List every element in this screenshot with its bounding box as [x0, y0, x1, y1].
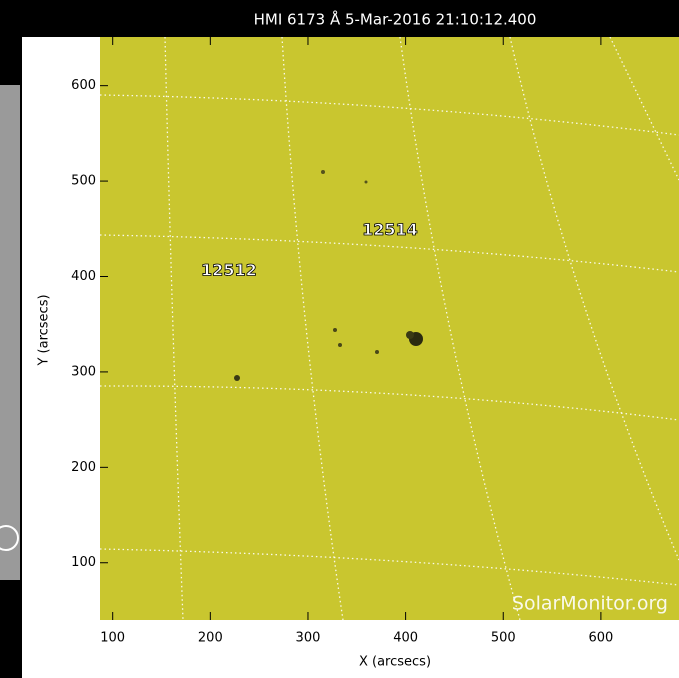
top-band	[0, 0, 679, 37]
x-tick-label: 100	[100, 631, 125, 646]
x-tick-label: 300	[296, 631, 321, 646]
y-tick-label: 100	[71, 555, 96, 570]
y-tick-label: 500	[71, 174, 96, 189]
x-tick-label: 600	[588, 631, 613, 646]
y-axis-label: Y (arcsecs)	[37, 294, 52, 366]
x-axis-label: X (arcsecs)	[359, 655, 431, 670]
watermark: SolarMonitor.org	[512, 593, 668, 615]
sunspots	[234, 170, 423, 381]
y-tick-label: 300	[71, 364, 96, 379]
hmi-image	[100, 37, 679, 620]
coordinate-grid	[100, 37, 679, 620]
y-tick-label: 200	[71, 460, 96, 475]
adjacent-icon	[0, 525, 19, 551]
y-tick-label: 600	[71, 78, 96, 93]
x-tick-label: 500	[491, 631, 516, 646]
region-label: 12514	[362, 220, 418, 239]
x-tick-label: 200	[198, 631, 223, 646]
y-tick-label: 400	[71, 269, 96, 284]
x-tick-label: 400	[393, 631, 418, 646]
region-label: 12512	[201, 260, 257, 279]
adjacent-image	[0, 85, 20, 580]
title: HMI 6173 Å 5-Mar-2016 21:10:12.400	[254, 10, 537, 29]
